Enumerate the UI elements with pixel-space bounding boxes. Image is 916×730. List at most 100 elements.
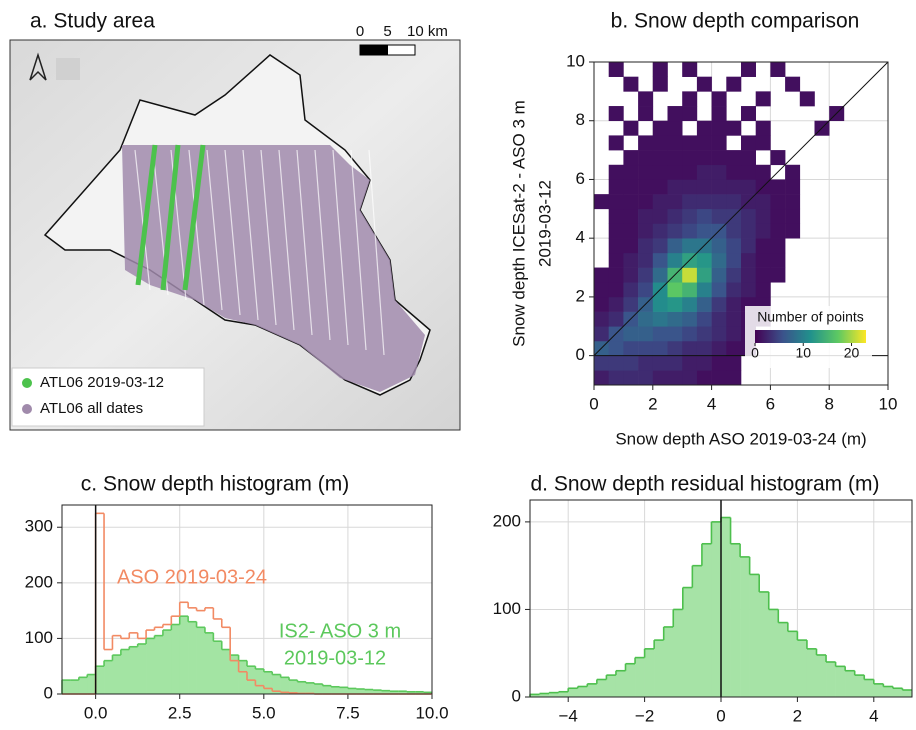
heat-cell <box>609 253 624 268</box>
heat-cell <box>623 282 638 297</box>
histogram-bar <box>654 640 664 697</box>
heat-cell <box>609 209 624 224</box>
heat-cell <box>682 282 697 297</box>
heat-cell <box>785 77 800 92</box>
heat-cell <box>756 253 771 268</box>
histogram-bar <box>845 671 855 697</box>
heat-cell <box>785 209 800 224</box>
histogram-bar <box>314 684 323 694</box>
y-tick-label: 6 <box>576 169 585 188</box>
heat-cell <box>653 297 668 312</box>
heat-cell <box>638 326 653 341</box>
heat-cell <box>668 326 683 341</box>
heat-cell <box>741 238 756 253</box>
heat-cell <box>638 282 653 297</box>
heat-cell <box>726 282 741 297</box>
x-tick-label: 8 <box>824 394 833 413</box>
heat-cell <box>638 238 653 253</box>
heat-cell <box>741 268 756 283</box>
heat-cell <box>609 165 624 180</box>
heat-cell <box>726 312 741 327</box>
histogram-bar <box>731 544 741 697</box>
heat-cell <box>697 282 712 297</box>
heat-cell <box>609 282 624 297</box>
legend-label: ATL06 all dates <box>40 400 143 417</box>
heat-cell <box>712 135 727 150</box>
heat-cell <box>668 370 683 385</box>
colorbar-label: Number of points <box>757 309 864 325</box>
heat-cell <box>638 253 653 268</box>
heat-cell <box>712 194 727 209</box>
heat-cell <box>697 165 712 180</box>
heat-cell <box>638 91 653 106</box>
heat-cell <box>638 106 653 121</box>
heat-cell <box>653 77 668 92</box>
heat-cell <box>712 370 727 385</box>
x-tick-label: 2.5 <box>168 703 192 722</box>
heat-cell <box>770 224 785 239</box>
heat-cell <box>785 179 800 194</box>
heat-cell <box>638 209 653 224</box>
heat-cell <box>770 209 785 224</box>
histogram-bar <box>306 683 315 694</box>
heat-cell <box>712 341 727 356</box>
histogram-bar <box>587 684 597 697</box>
heat-cell <box>741 62 756 77</box>
heat-cell <box>697 179 712 194</box>
heat-cell <box>623 224 638 239</box>
heat-cell <box>653 135 668 150</box>
heat-cell <box>726 297 741 312</box>
heat-cell <box>682 224 697 239</box>
histogram-bar <box>264 672 273 694</box>
heat-cell <box>623 297 638 312</box>
histogram-bar <box>96 666 105 694</box>
heat-cell <box>653 238 668 253</box>
y-axis-label: Snow depth ICESat-2 - ASO 3 m <box>509 100 528 347</box>
y-axis-label: 2019-03-12 <box>535 180 554 267</box>
y-tick-label: 200 <box>493 511 521 530</box>
histogram-bar <box>331 687 340 694</box>
heat-cell <box>623 341 638 356</box>
histogram-bar <box>836 666 846 697</box>
y-tick-label: 8 <box>576 110 585 129</box>
heat-cell <box>609 297 624 312</box>
histogram-bar <box>864 679 874 697</box>
heat-cell <box>653 194 668 209</box>
heat-cell <box>712 282 727 297</box>
heat-cell <box>726 179 741 194</box>
histogram-bar <box>188 622 197 694</box>
heat-cell <box>756 224 771 239</box>
heat-cell <box>682 312 697 327</box>
heat-cell <box>668 282 683 297</box>
heat-cell <box>741 179 756 194</box>
heat-cell <box>623 121 638 136</box>
histogram-bar <box>297 682 306 694</box>
heat-cell <box>682 179 697 194</box>
heat-cell <box>653 150 668 165</box>
legend-marker <box>22 378 32 388</box>
heat-cell <box>697 209 712 224</box>
chart-title: b. Snow depth comparison <box>611 10 860 33</box>
heat-cell <box>623 150 638 165</box>
histogram-bar <box>759 592 769 697</box>
heat-cell <box>682 341 697 356</box>
heat-cell <box>712 106 727 121</box>
heat-cell <box>668 106 683 121</box>
heat-cell <box>653 341 668 356</box>
heat-cell <box>726 268 741 283</box>
annotation: IS2- ASO 3 m <box>279 620 401 642</box>
heat-cell <box>712 312 727 327</box>
histogram-bar <box>721 518 731 697</box>
heat-cell <box>668 253 683 268</box>
histogram-bar <box>673 609 683 697</box>
heat-cell <box>726 326 741 341</box>
x-tick-label: −4 <box>559 706 578 725</box>
heat-cell <box>726 194 741 209</box>
heat-cell <box>697 121 712 136</box>
histogram-bar <box>807 649 817 697</box>
histogram-bar <box>597 679 607 697</box>
heat-cell <box>638 356 653 371</box>
heat-cell <box>726 77 741 92</box>
heat-cell <box>726 121 741 136</box>
heat-cell <box>726 224 741 239</box>
